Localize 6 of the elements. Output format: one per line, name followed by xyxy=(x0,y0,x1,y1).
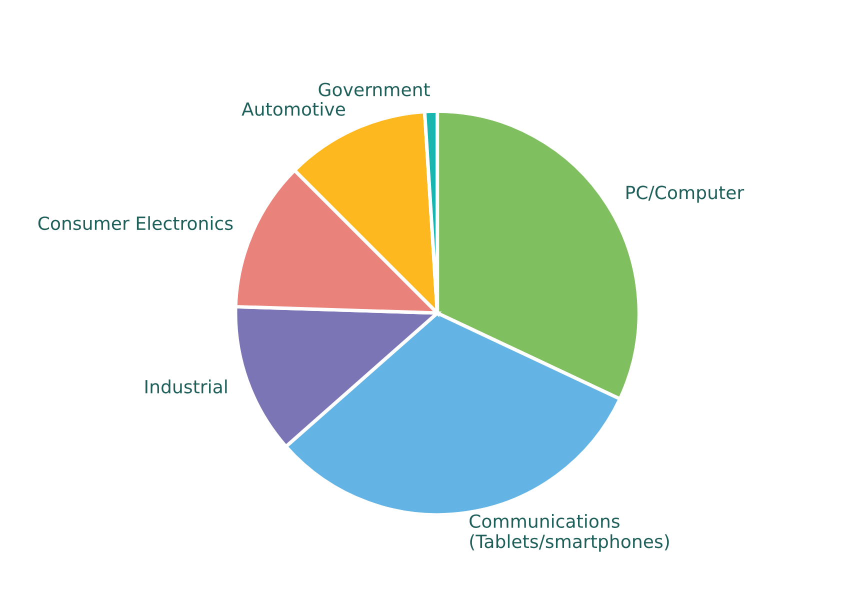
slice-label: Industrial xyxy=(146,380,227,394)
slice-label: Communications (Tablets/smartphones) xyxy=(470,514,669,552)
slice-label: PC/Computer xyxy=(626,186,744,203)
slice-label: Government xyxy=(318,82,430,96)
slice-label: Consumer Electronics xyxy=(38,216,233,230)
slice-label: Automotive xyxy=(242,102,345,116)
